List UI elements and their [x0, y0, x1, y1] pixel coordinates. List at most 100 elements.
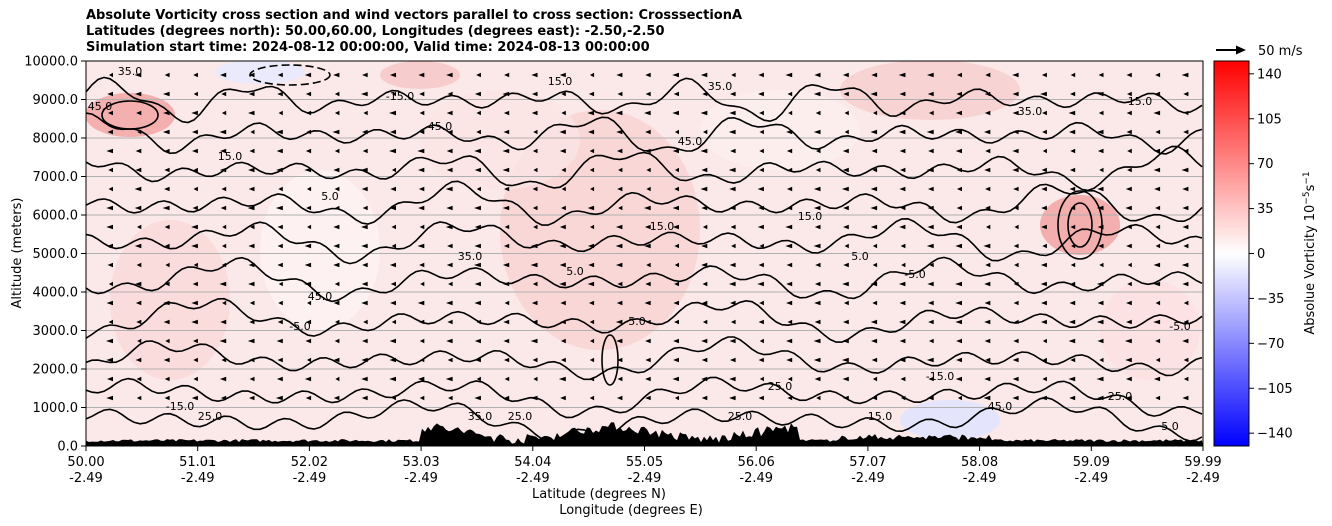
wind-arrow: [813, 243, 821, 249]
wind-arrow: [700, 148, 708, 154]
wind-arrow: [335, 319, 340, 325]
wind-arrow: [306, 357, 312, 363]
wind-arrow: [702, 91, 708, 97]
contour-labels: 45.0 35.0 25.0 15.0 5.0 -5.0 -15.0 45.0 35.0 25.0…: [88, 65, 1191, 433]
wind-arrow: [844, 129, 849, 135]
wind-arrow: [1153, 110, 1161, 116]
colorbar-tick-label: −105: [1257, 382, 1293, 397]
wind-arrow: [136, 262, 142, 268]
wind-arrow: [729, 376, 736, 382]
vorticity-patch: [840, 61, 1020, 120]
wind-arrow: [249, 376, 255, 382]
x-tick-label-lon: -2.49: [1186, 471, 1220, 486]
vorticity-patch: [86, 93, 175, 137]
wind-arrow: [816, 148, 821, 154]
wind-arrow: [391, 91, 396, 97]
wind-arrow: [446, 167, 453, 173]
wind-arrow: [1097, 186, 1104, 192]
wind-arrow: [758, 205, 764, 211]
wind-arrow: [192, 205, 198, 211]
wind-arrow: [1182, 395, 1189, 401]
wind-arrow: [333, 243, 340, 249]
wind-arrow: [417, 376, 425, 382]
wind-arrow: [872, 300, 878, 306]
wind-arrow: [476, 72, 481, 78]
wind-arrow: [956, 338, 962, 344]
wind-arrow: [985, 148, 991, 154]
wind-arrow: [448, 281, 453, 287]
wind-arrow: [532, 205, 538, 211]
wind-arrow: [474, 262, 481, 268]
wind-arrow: [503, 243, 510, 249]
wind-arrow: [305, 148, 312, 154]
wind-arrow: [785, 72, 793, 78]
wind-arrow: [164, 224, 170, 230]
wind-arrow: [1183, 91, 1189, 97]
contour-label: 45.0: [988, 400, 1013, 413]
wind-arrow: [759, 338, 764, 344]
colorbar-tick-label: 140: [1257, 67, 1282, 82]
wind-arrow: [843, 319, 849, 325]
wind-arrow: [418, 319, 425, 325]
quiver-key-arrowhead: [1236, 45, 1246, 55]
wind-arrow: [191, 319, 198, 325]
wind-arrow: [759, 148, 764, 154]
wind-arrow: [757, 186, 764, 192]
wind-arrow: [1069, 167, 1076, 173]
contour-line: [86, 396, 1203, 443]
wind-arrow: [134, 243, 142, 249]
wind-arrow: [644, 300, 651, 306]
wind-arrow: [645, 129, 651, 135]
terrain-silhouette: [86, 422, 1203, 446]
wind-arrow: [307, 224, 312, 230]
colorbar-label: Absolue Vorticity 10−5s−1: [1302, 171, 1318, 334]
wind-arrow: [277, 91, 283, 97]
wind-arrow: [1068, 376, 1076, 382]
wind-arrow: [899, 300, 906, 306]
wind-arrow: [389, 110, 396, 116]
wind-arrow: [502, 262, 510, 268]
wind-arrow: [474, 205, 481, 211]
y-tick-label: 9000.0: [33, 93, 79, 108]
wind-arrow: [588, 376, 595, 382]
wind-arrow: [1099, 262, 1104, 268]
wind-arrow: [786, 186, 793, 192]
vorticity-patch: [260, 170, 380, 330]
wind-arrow: [646, 262, 651, 268]
y-tick-label: 7000.0: [33, 170, 79, 185]
wind-arrow: [927, 186, 934, 192]
wind-arrow: [815, 110, 821, 116]
colorbar-tick-label: −140: [1257, 427, 1293, 442]
wind-arrow: [674, 129, 679, 135]
wind-arrow: [307, 300, 312, 306]
wind-arrow: [786, 129, 793, 135]
wind-arrow: [787, 91, 793, 97]
wind-arrow: [758, 72, 764, 78]
contour-line: [86, 217, 1203, 265]
wind-arrow: [700, 186, 708, 192]
wind-arrow: [787, 319, 793, 325]
wind-arrow: [220, 205, 227, 211]
wind-arrow: [533, 376, 538, 382]
wind-arrow: [728, 281, 736, 287]
wind-arrow: [928, 148, 934, 154]
wind-arrow: [955, 281, 962, 287]
x-tick-label-lon: -2.49: [293, 471, 327, 486]
wind-arrow: [984, 167, 991, 173]
wind-arrow: [361, 395, 368, 401]
wind-arrow: [193, 167, 198, 173]
wind-arrow: [561, 205, 566, 211]
x-tick-label-lat: 52.02: [291, 455, 328, 470]
wind-arrow: [1012, 357, 1019, 363]
wind-arrow: [1153, 167, 1161, 173]
vorticity-fill: [86, 61, 1200, 440]
wind-arrow: [616, 395, 623, 401]
contour-label: 25.0: [198, 410, 223, 423]
contour-line: [86, 256, 1203, 303]
wind-arrow: [590, 338, 595, 344]
wind-arrow: [362, 338, 368, 344]
contour-label: 35.0: [118, 65, 143, 78]
wind-arrow: [361, 281, 368, 287]
wind-arrow: [247, 205, 255, 211]
wind-arrow: [1042, 110, 1047, 116]
